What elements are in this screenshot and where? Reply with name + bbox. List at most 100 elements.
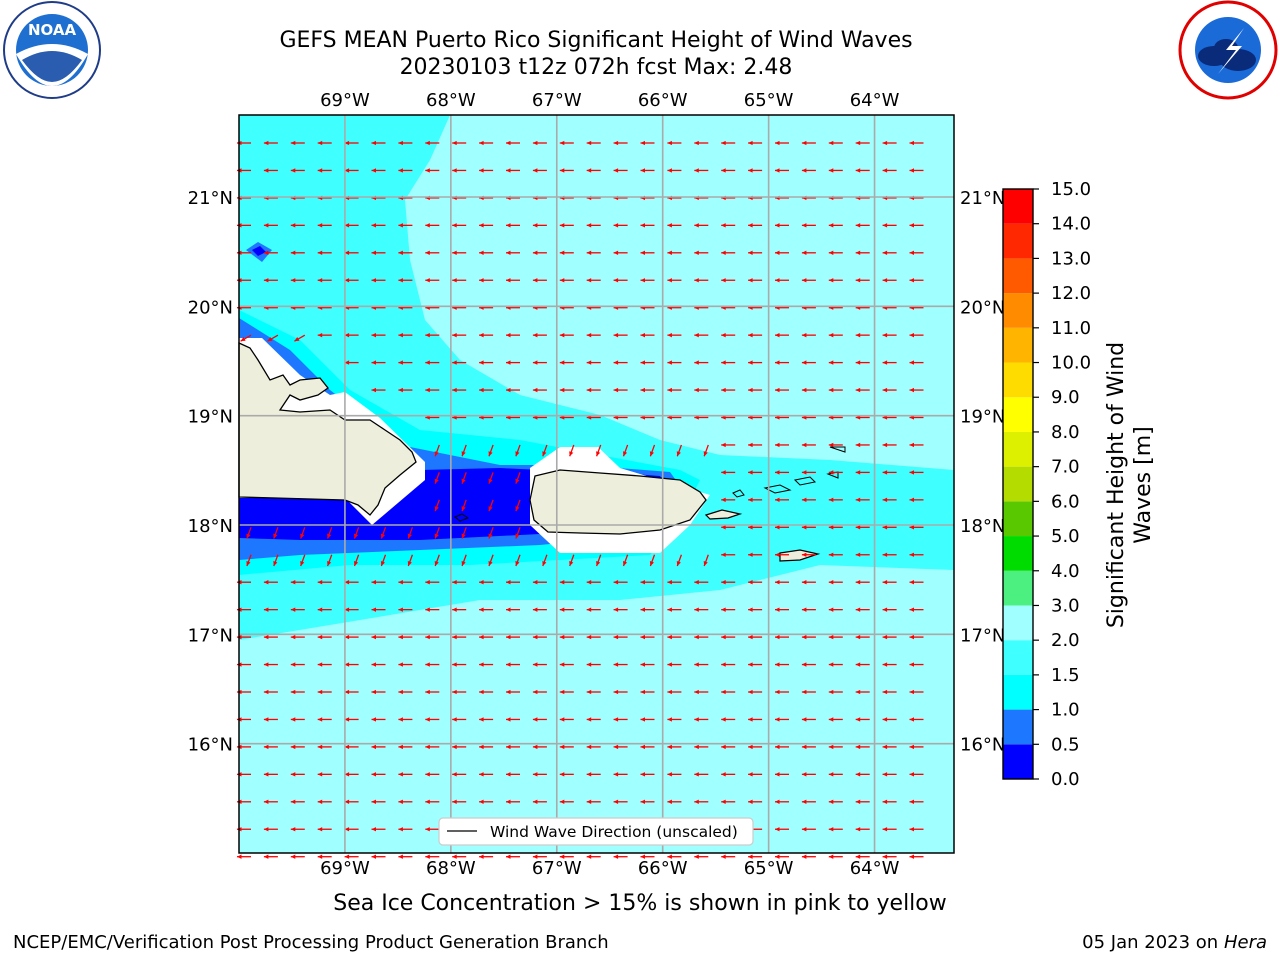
wave-arrow-head [828,387,834,393]
noaa-logo-text: NOAA [28,21,77,39]
lon-label-bottom: 64°W [850,858,900,879]
colorbar-tick-label: 2.0 [1051,630,1080,651]
wave-arrow-head [748,662,753,667]
wave-arrow-head [748,744,753,750]
wave-arrow-head [371,168,377,173]
wave-arrow-head [488,561,493,567]
colorbar-tick-label: 9.0 [1051,387,1080,408]
colorbar-bin [1003,570,1033,606]
wave-arrow-head [613,854,619,859]
wave-arrow-head [640,168,646,173]
wave-arrow-head [452,387,457,393]
wave-arrow-head [559,168,565,173]
wave-arrow-head [479,168,484,173]
wave-arrow-head [488,478,493,484]
wave-arrow-head [801,662,807,667]
wave-arrow-head [855,360,861,365]
wave-arrow-head [613,634,619,640]
wave-arrow-head [506,607,511,612]
lat-label-right: 20°N [960,297,1005,318]
wave-arrow-head [694,607,699,612]
wave-arrow-head [667,662,672,667]
wave-arrow-head [246,533,251,539]
wave-arrow-head [479,250,484,255]
wave-arrow-head [569,451,574,457]
wave-arrow-head [640,332,646,338]
wave-arrow-head [263,580,269,585]
wave-arrow-head [452,854,457,859]
wave-arrow-head [801,250,807,255]
colorbar-bin [1003,327,1033,363]
wave-arrow-head [559,689,565,695]
wave-arrow-head [667,250,672,255]
wave-arrow-head [398,689,403,695]
wave-arrow-head [882,470,888,475]
wave-arrow-head [882,442,888,448]
wave-arrow-head [882,854,888,859]
wave-arrow-head [703,451,708,457]
wave-arrow-head [855,689,861,695]
wave-spot-offshore-core [252,246,266,256]
wave-arrow-head [479,689,484,695]
wave-arrow-head [855,580,861,585]
colorbar-bin [1003,501,1033,537]
wave-arrow-head [294,337,300,342]
wave-arrow-head [828,168,834,173]
wave-arrow-head [398,360,403,365]
wave-arrow-head [479,717,484,722]
wave-arrow-head [425,250,430,255]
wave-arrow-head [775,552,780,557]
wave-arrow-head [801,634,807,640]
wave-arrow-head [801,442,807,448]
wave-arrow-head [721,387,726,393]
lon-label-top: 65°W [744,90,794,111]
wave-arrow-head [506,168,511,173]
wave-arrow-head [909,634,915,640]
wave-arrow-head [721,470,726,475]
wave-arrow-head [586,689,592,695]
wave-arrow-head [263,223,269,228]
wave-arrow-head [801,827,807,832]
wave-arrow-head [559,278,565,283]
wave-arrow-head [559,387,565,393]
wave-arrow-head [775,442,780,448]
wave-arrow-head [855,827,861,832]
colorbar-bin [1003,744,1033,779]
wave-arrow-head [371,223,377,228]
wave-arrow-head [909,717,915,722]
wave-arrow-head [532,689,538,695]
colorbar-bin [1003,605,1033,641]
graticule [239,115,954,853]
lat-label-left: 16°N [188,735,233,756]
wave-arrow-head [748,772,753,777]
wave-arrow-head [775,278,780,283]
wave-arrow-head [273,561,278,567]
wave-arrow-head [801,387,807,393]
land-mona-island [454,513,470,522]
wave-arrow-head [263,717,269,722]
wave-arrow-head [801,470,807,475]
footer-date: 05 Jan 2023 on Hera [1082,932,1267,953]
colorbar-bin [1003,362,1033,398]
wave-arrow-head [434,451,439,457]
wave-arrow-head [828,634,834,640]
wave-arrow-head [290,223,296,228]
wave-arrow-head [694,332,699,338]
wave-arrow-head [344,332,350,338]
wave-arrow-head [748,387,753,393]
wave-arrow-head [855,442,861,448]
wave-arrow-head [452,360,457,365]
wave-arrow-head [353,561,359,567]
wave-arrow-head [290,580,296,585]
wave-arrow-head [694,387,699,393]
wave-arrow-head [828,854,834,859]
wave-arrow-head [721,634,726,640]
wave-arrow-head [694,250,699,255]
wave-arrow-head [452,278,457,283]
wave-arrow-head [748,250,753,255]
wave-arrow-head [613,168,619,173]
wave-arrow-head [882,580,888,585]
wave-arrow-head [515,561,520,567]
wave-arrow-head [479,223,484,228]
wave-arrow-head [748,799,753,804]
